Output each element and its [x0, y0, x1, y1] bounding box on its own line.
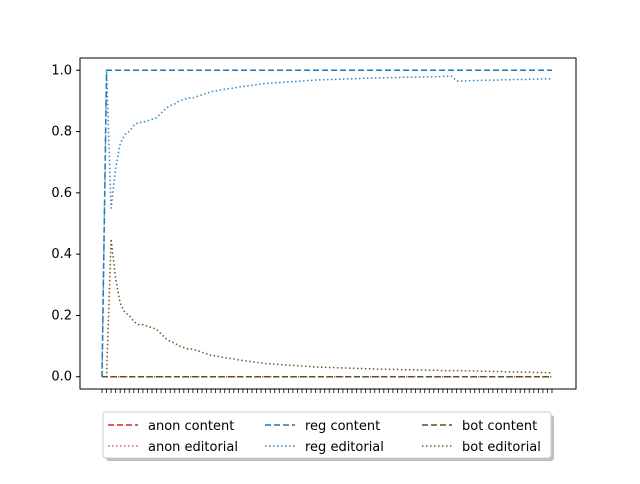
legend-label-reg-content: reg content	[305, 419, 380, 434]
series-line-bot-editorial	[102, 238, 552, 378]
series-line-reg-content	[101, 69, 552, 377]
y-tick-label: 0.2	[51, 308, 72, 323]
legend-label-anon-content: anon content	[148, 419, 234, 434]
series-line-reg-editorial	[101, 69, 552, 377]
axes-layer: 0.0 0.2 0.4 0.6 0.8 1.0	[51, 57, 577, 393]
y-tick-label: 0.6	[51, 186, 72, 201]
legend-label-bot-content: bot content	[462, 419, 537, 434]
y-tick-label: 0.8	[51, 125, 72, 140]
legend: anon content anon editorial reg content reg…	[102, 411, 554, 461]
y-tick-label: 0.0	[51, 370, 72, 385]
legend-label-anon-editorial: anon editorial	[148, 440, 238, 455]
series-layer	[101, 69, 552, 378]
y-tick-label: 0.4	[51, 247, 72, 262]
legend-label-bot-editorial: bot editorial	[462, 440, 541, 455]
plot-frame	[79, 57, 577, 390]
y-tick-label: 1.0	[51, 63, 72, 78]
legend-label-reg-editorial: reg editorial	[305, 440, 384, 455]
